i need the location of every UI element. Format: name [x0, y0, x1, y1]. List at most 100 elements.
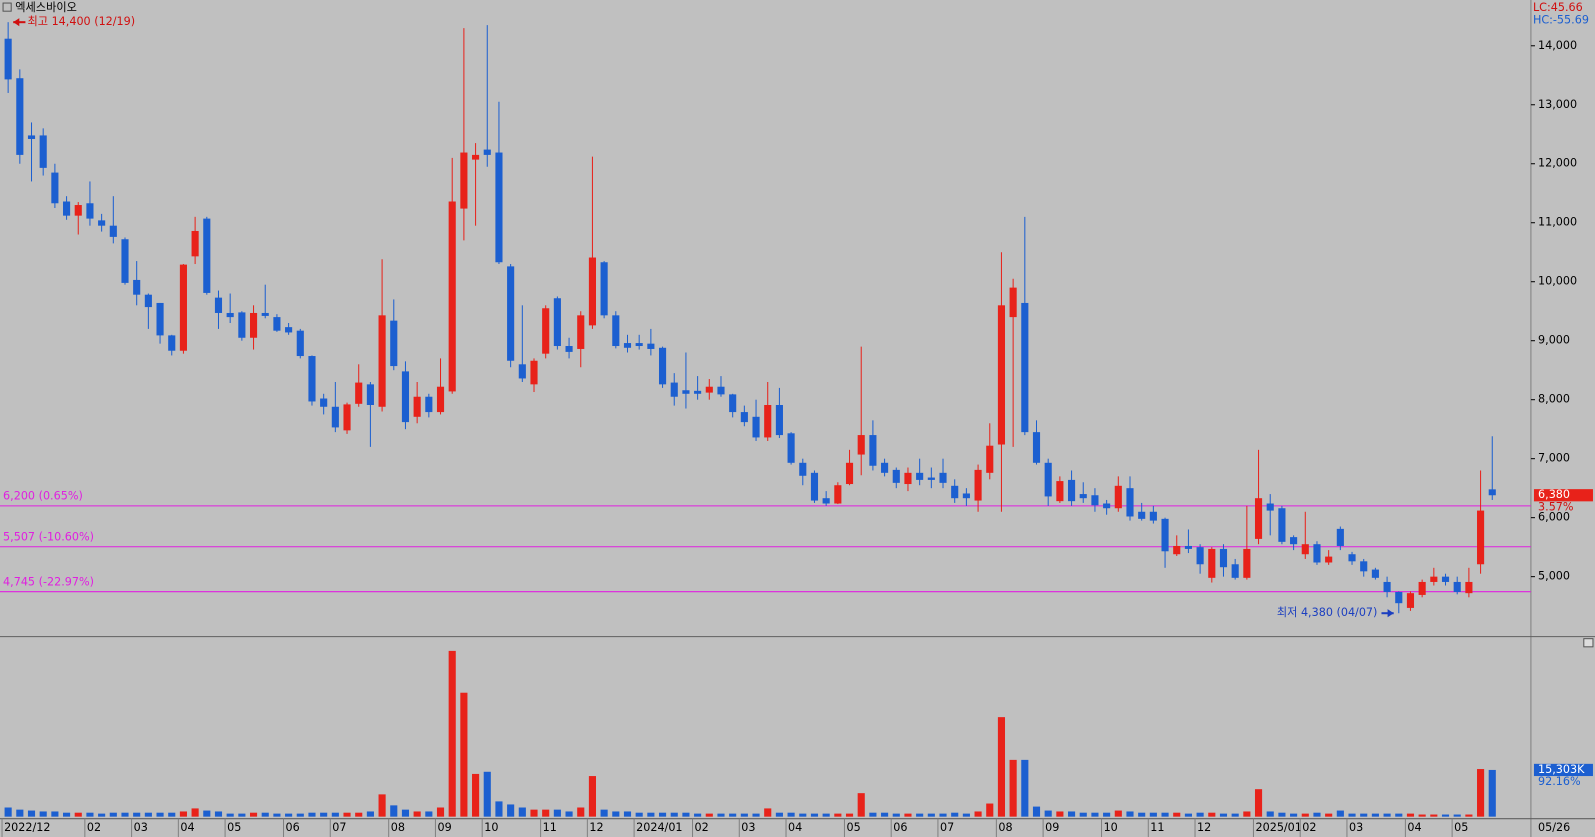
candle-body — [436, 386, 445, 413]
candle-body — [1231, 564, 1239, 578]
x-tick-label: 2024/01 — [636, 821, 682, 834]
x-tick-label: 10 — [484, 821, 498, 834]
x-tick-label: 05 — [846, 821, 860, 834]
volume-bar — [822, 813, 830, 817]
candle-body — [401, 371, 410, 423]
volume-bar — [962, 813, 970, 817]
volume-box — [1533, 763, 1593, 777]
candle-body — [764, 404, 772, 438]
candle-body — [308, 356, 316, 402]
candle-body — [577, 315, 585, 349]
volume-bar — [436, 807, 445, 817]
x-tick-label: 03 — [134, 821, 148, 834]
candle-body — [1021, 302, 1029, 433]
x-tick-label: 05 — [1454, 821, 1468, 834]
volume-bar — [1103, 812, 1111, 817]
volume-bar — [1009, 759, 1017, 817]
volume-bar — [1278, 812, 1286, 817]
volume-bar — [343, 812, 351, 817]
candle-body — [1488, 489, 1496, 496]
x-tick-label: 2022/12 — [4, 821, 50, 834]
volume-bar — [425, 811, 433, 817]
support-label: 5,507 (-10.60%) — [3, 531, 94, 544]
candle-body — [1301, 544, 1309, 555]
x-tick-label: 03 — [741, 821, 755, 834]
volume-bar — [63, 812, 71, 817]
indicator-lc: LC:45.66 — [1533, 1, 1583, 14]
candle-body — [565, 346, 573, 352]
x-tick-label: 02 — [1302, 821, 1316, 834]
candle-body — [694, 390, 702, 394]
candle-body — [343, 404, 351, 431]
volume-bar — [1395, 813, 1403, 817]
candle-body — [86, 203, 94, 219]
volume-bar — [51, 811, 59, 817]
candle-body — [1196, 547, 1204, 565]
candle-body — [16, 78, 24, 155]
candle-body — [518, 364, 526, 379]
candle-body — [822, 498, 830, 504]
candle-body — [1325, 556, 1333, 563]
candle-body — [612, 315, 620, 347]
volume-bar — [635, 812, 643, 817]
volume-bar — [1301, 813, 1309, 817]
volume-bar — [1313, 812, 1321, 817]
volume-bar — [285, 813, 293, 817]
candle-body — [331, 406, 339, 428]
last-change-label: 3.57% — [1538, 500, 1574, 513]
candle-body — [483, 149, 491, 155]
x-tick-label: 08 — [391, 821, 405, 834]
volume-bar — [378, 794, 386, 817]
candle-body — [1360, 561, 1368, 572]
volume-bar — [1208, 812, 1216, 817]
candle-body — [285, 327, 293, 333]
y-tick-label: 12,000 — [1538, 157, 1577, 170]
volume-bar — [179, 811, 187, 817]
candle-body — [425, 396, 433, 413]
candle-body — [1348, 554, 1356, 562]
volume-bar — [156, 812, 164, 817]
volume-bar — [273, 813, 281, 817]
volume-bar — [1465, 814, 1473, 817]
candle-body — [1430, 576, 1438, 582]
volume-bar — [670, 812, 678, 817]
volume-bar — [401, 809, 410, 817]
support-label: 6,200 (0.65%) — [3, 490, 83, 503]
volume-bar — [27, 810, 36, 817]
volume-change-label: 92.16% — [1538, 775, 1581, 788]
volume-bar — [1173, 812, 1181, 817]
candle-body — [1395, 591, 1403, 604]
volume-bar — [39, 811, 47, 817]
x-tick-label: 07 — [332, 821, 346, 834]
volume-bar — [1079, 812, 1087, 817]
volume-bar — [694, 813, 702, 817]
candle-body — [658, 347, 667, 385]
x-tick-label: 04 — [180, 821, 194, 834]
x-tick-label: 02 — [695, 821, 709, 834]
candle-body — [39, 135, 47, 168]
volume-bar — [764, 808, 772, 817]
volume-bar — [355, 812, 363, 817]
volume-bar — [1254, 789, 1263, 817]
candle-body — [1044, 462, 1052, 497]
x-tick-label: 11 — [1150, 821, 1164, 834]
candle-body — [226, 312, 234, 318]
volume-bar — [507, 804, 515, 817]
candle-body — [156, 302, 164, 336]
volume-bar — [1219, 813, 1228, 817]
y-tick-label: 5,000 — [1538, 570, 1570, 583]
volume-bar — [916, 813, 924, 817]
candle-body — [1161, 518, 1169, 552]
y-tick-label: 7,000 — [1538, 452, 1570, 465]
volume-bar — [1383, 813, 1391, 817]
volume-bar — [1114, 810, 1122, 817]
candle-body — [214, 297, 223, 313]
candle-body — [1278, 508, 1286, 542]
candle-body — [1383, 581, 1391, 592]
x-tick-label: 09 — [1045, 821, 1059, 834]
volume-bar — [1243, 811, 1251, 817]
close-button[interactable] — [1583, 638, 1594, 648]
volume-bar — [366, 811, 374, 817]
